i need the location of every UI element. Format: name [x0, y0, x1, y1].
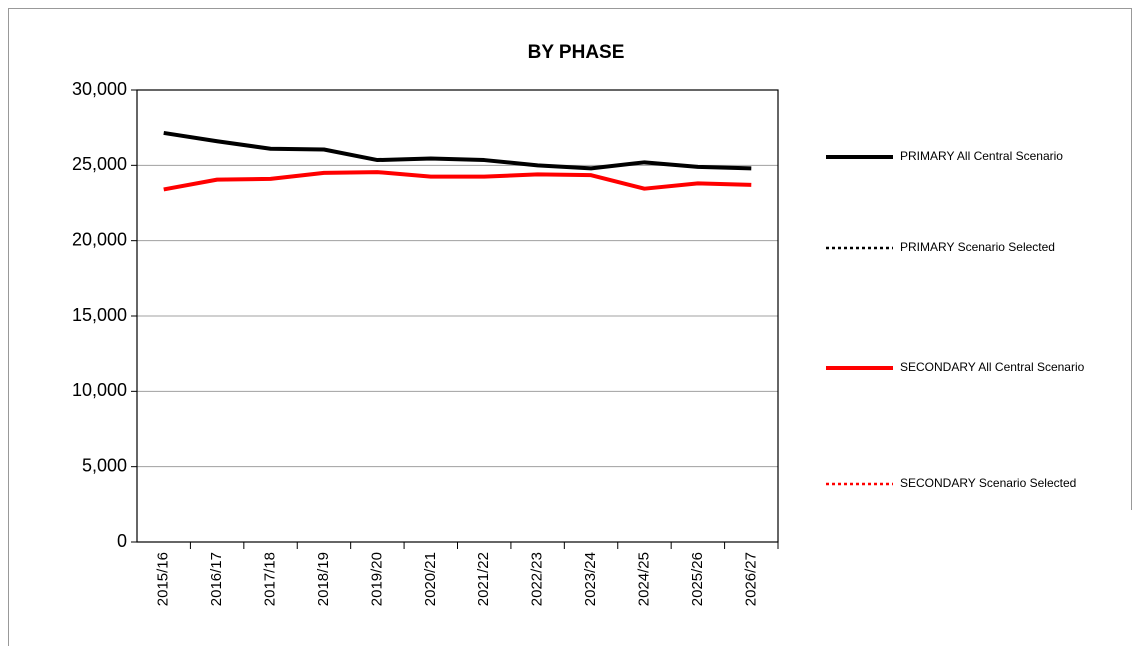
legend-label: SECONDARY Scenario Selected	[900, 476, 1076, 490]
chart-title: BY PHASE	[528, 42, 625, 63]
x-tick-label: 2026/27	[742, 552, 759, 606]
x-tick-label: 2020/21	[422, 552, 439, 606]
legend-label: PRIMARY All Central Scenario	[900, 149, 1063, 163]
legend-label: PRIMARY Scenario Selected	[900, 240, 1055, 254]
x-tick-label: 2023/24	[582, 552, 599, 606]
y-tick-label: 30,000	[72, 79, 127, 99]
series-line	[163, 130, 752, 171]
x-tick-label: 2019/20	[368, 552, 385, 606]
y-tick-label: 25,000	[72, 154, 127, 174]
x-tick-label: 2022/23	[529, 552, 546, 606]
x-tick-label: 2025/26	[689, 552, 706, 606]
x-tick-label: 2016/17	[208, 552, 225, 606]
series-line	[163, 170, 752, 192]
x-tick-label: 2024/25	[635, 552, 652, 606]
y-tick-label: 5,000	[82, 455, 127, 475]
y-tick-label: 0	[117, 531, 127, 551]
x-tick-label: 2017/18	[262, 552, 279, 606]
x-tick-label: 2015/16	[155, 552, 172, 606]
x-tick-label: 2018/19	[315, 552, 332, 606]
legend-label: SECONDARY All Central Scenario	[900, 360, 1085, 374]
x-tick-label: 2021/22	[475, 552, 492, 606]
y-tick-label: 15,000	[72, 305, 127, 325]
y-tick-label: 10,000	[72, 380, 127, 400]
chart-frame	[8, 8, 1132, 646]
y-tick-label: 20,000	[72, 229, 127, 249]
